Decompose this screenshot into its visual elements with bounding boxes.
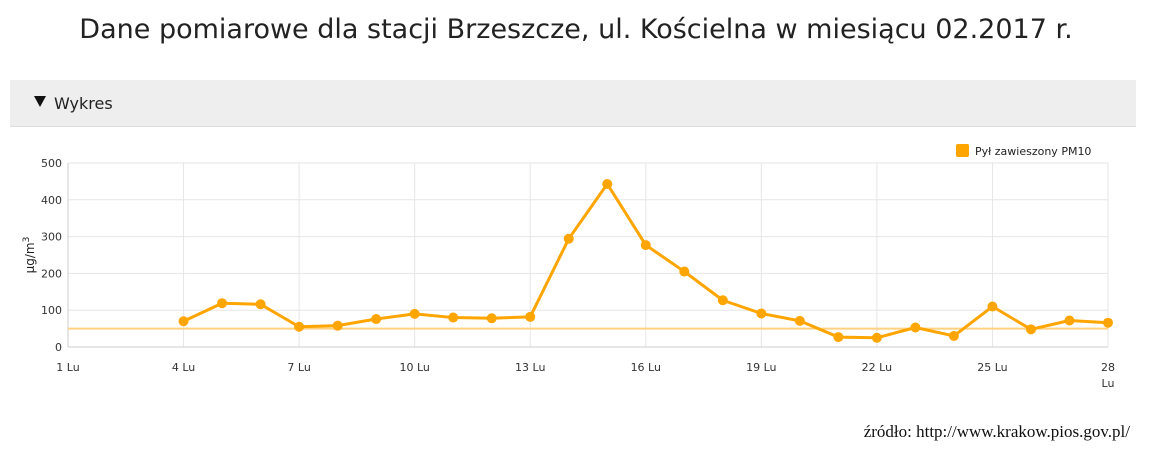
- data-point: [1025, 324, 1036, 335]
- y-axis-title: µg/m3: [22, 237, 37, 274]
- data-point: [1103, 317, 1113, 328]
- y-tick-label: 400: [41, 194, 62, 207]
- x-tick-label: 7 Lu: [287, 361, 310, 374]
- data-point: [948, 330, 959, 341]
- data-point: [332, 320, 343, 331]
- data-point: [255, 299, 266, 310]
- x-tick-label: 13 Lu: [515, 361, 545, 374]
- collapse-triangle-icon: [34, 96, 46, 107]
- x-tick-label: 22 Lu: [862, 361, 892, 374]
- legend-label: Pył zawieszony PM10: [975, 145, 1091, 158]
- source-note: źródło: http://www.krakow.pios.gov.pl/: [863, 422, 1130, 441]
- data-point: [486, 313, 497, 324]
- y-tick-label: 200: [41, 267, 62, 280]
- page-title: Dane pomiarowe dla stacji Brzeszcze, ul.…: [79, 14, 1073, 45]
- data-point: [178, 316, 189, 327]
- x-tick-label: 10 Lu: [399, 361, 429, 374]
- data-point: [794, 315, 805, 326]
- x-tick-label: 16 Lu: [631, 361, 661, 374]
- data-point: [294, 321, 305, 332]
- data-point: [640, 240, 651, 251]
- y-tick-label: 500: [41, 157, 62, 170]
- data-point: [987, 301, 998, 312]
- panel-header-toggle[interactable]: Wykres: [10, 80, 1136, 127]
- legend-swatch: [956, 144, 969, 157]
- data-point: [217, 298, 228, 309]
- pm10-line-chart: 0 100 200 300 400 500 1 Lu 4 Lu 7 Lu 10 Lu 13 Lu 16…: [22, 144, 1115, 390]
- grid-lines: [67, 162, 1109, 348]
- panel-header-label: Wykres: [54, 94, 113, 113]
- data-point: [756, 308, 767, 319]
- data-point: [563, 233, 574, 244]
- chart-panel: Wykres 0 100 200 300 400 500 1 Lu 4 Lu 7 Lu 10 Lu…: [10, 80, 1136, 406]
- axis-labels: 0 100 200 300 400 500 1 Lu 4 Lu 7 Lu 10 Lu 13 Lu 16…: [22, 157, 1115, 390]
- data-point: [448, 312, 459, 323]
- x-tick-label: 25 Lu: [977, 361, 1007, 374]
- y-tick-label: 100: [41, 304, 62, 317]
- x-tick-label: 4 Lu: [172, 361, 195, 374]
- data-point: [1064, 315, 1075, 326]
- y-tick-label: 300: [41, 231, 62, 244]
- data-point: [910, 322, 921, 333]
- data-point: [525, 311, 536, 322]
- data-point: [871, 332, 882, 343]
- x-tick-label: 28 Lu: [1101, 361, 1115, 390]
- data-point: [833, 332, 844, 343]
- x-tick-label: 19 Lu: [746, 361, 776, 374]
- x-tick-label: 1 Lu: [56, 361, 79, 374]
- data-point: [409, 308, 420, 319]
- data-point: [371, 314, 382, 325]
- data-point: [602, 178, 613, 189]
- series-layer: [178, 178, 1113, 343]
- data-point: [717, 295, 728, 306]
- legend: Pył zawieszony PM10: [956, 144, 1091, 158]
- y-tick-label: 0: [55, 341, 62, 354]
- data-point: [679, 266, 690, 277]
